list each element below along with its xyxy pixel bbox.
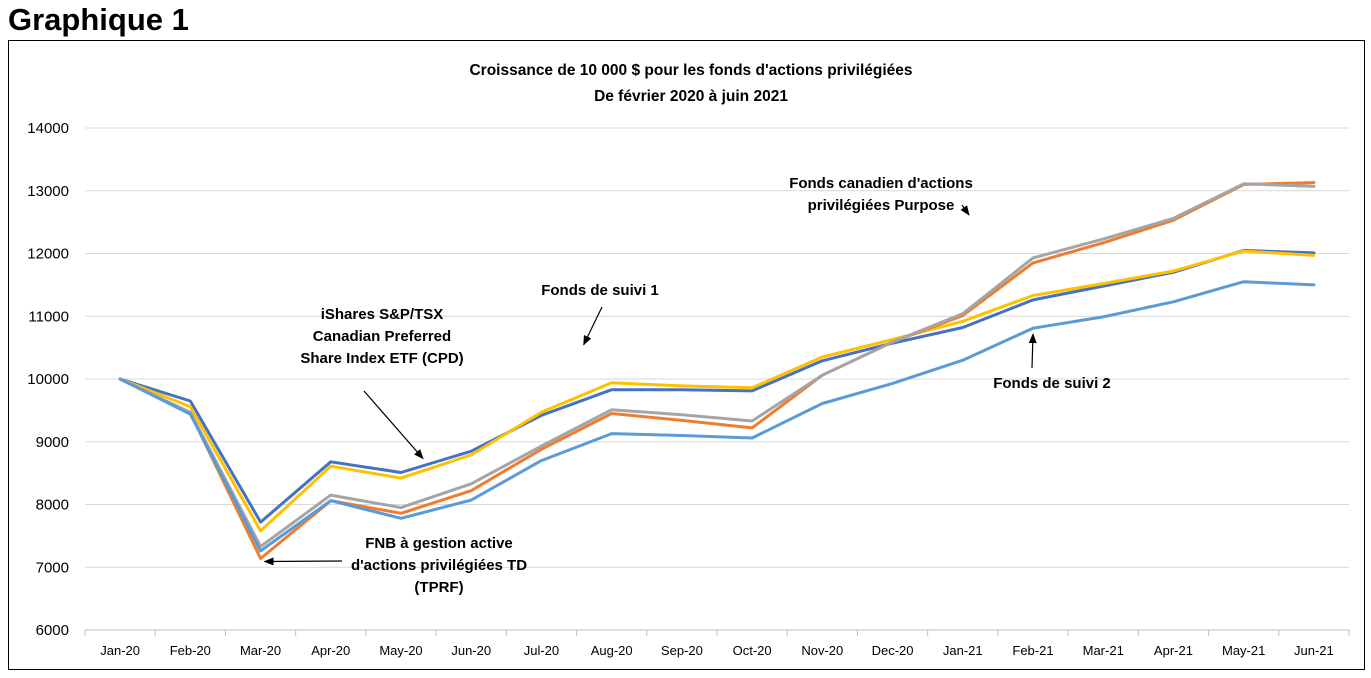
y-tick-label: 13000 bbox=[27, 183, 69, 200]
annotation-label: Canadian Preferred bbox=[313, 328, 451, 345]
x-tick-label: Feb-21 bbox=[1012, 643, 1053, 658]
y-tick-label: 9000 bbox=[36, 434, 69, 451]
annotation-label: d'actions privilégiées TD bbox=[351, 557, 527, 574]
x-tick-label: Sep-20 bbox=[661, 643, 703, 658]
annotation-label: privilégiées Purpose bbox=[808, 197, 955, 214]
series-lines bbox=[118, 181, 1316, 560]
chart-frame: 6000 7000 8000 9000 10000 11000 12000 13000 1400… bbox=[8, 40, 1365, 670]
annotation-arrow bbox=[1028, 333, 1037, 369]
y-tick-label: 14000 bbox=[27, 120, 69, 137]
x-tick-label: Jan-21 bbox=[943, 643, 983, 658]
y-tick-label: 12000 bbox=[27, 246, 69, 263]
chart-title: Croissance de 10 000 $ pour les fonds d'… bbox=[469, 62, 912, 79]
x-tick-label: Jul-20 bbox=[524, 643, 559, 658]
annotation-arrow bbox=[960, 204, 970, 216]
series-line bbox=[118, 249, 1316, 533]
x-tick-label: Jun-21 bbox=[1294, 643, 1334, 658]
line-chart: 6000 7000 8000 9000 10000 11000 12000 13000 1400… bbox=[27, 62, 1350, 658]
annotation-label: Fonds de suivi 1 bbox=[541, 282, 659, 299]
x-tick-label: May-20 bbox=[379, 643, 422, 658]
annotation-label: Fonds canadien d'actions bbox=[789, 175, 973, 192]
annotation-label: (TPRF) bbox=[414, 579, 463, 596]
annotation-arrow bbox=[583, 306, 603, 346]
x-tick-label: May-21 bbox=[1222, 643, 1265, 658]
annotation-label: Fonds de suivi 2 bbox=[993, 375, 1111, 392]
x-tick-label: Jan-20 bbox=[100, 643, 140, 658]
series-line bbox=[118, 182, 1316, 548]
series-line bbox=[118, 181, 1316, 560]
annotation-label: FNB à gestion active bbox=[365, 535, 513, 552]
annotation-arrow bbox=[363, 390, 424, 460]
y-tick-label: 10000 bbox=[27, 371, 69, 388]
y-tick-label: 11000 bbox=[28, 308, 69, 325]
x-tick-label: Feb-20 bbox=[170, 643, 211, 658]
axes: 6000 7000 8000 9000 10000 11000 12000 13000 1400… bbox=[27, 120, 1350, 658]
x-tick-label: Dec-20 bbox=[872, 643, 914, 658]
x-tick-label: Mar-21 bbox=[1083, 643, 1124, 658]
y-tick-label: 8000 bbox=[36, 497, 69, 514]
x-tick-label: Jun-20 bbox=[451, 643, 491, 658]
series-line bbox=[118, 280, 1316, 553]
y-tick-label: 7000 bbox=[36, 559, 69, 576]
annotations: iShares S&P/TSX Canadian Preferred Share I… bbox=[263, 175, 1111, 596]
annotation-label: iShares S&P/TSX bbox=[321, 306, 444, 323]
annotation-label: Share Index ETF (CPD) bbox=[300, 350, 463, 367]
series-line bbox=[118, 248, 1316, 524]
x-tick-label: Mar-20 bbox=[240, 643, 281, 658]
x-tick-label: Apr-21 bbox=[1154, 643, 1193, 658]
x-tick-label: Nov-20 bbox=[801, 643, 843, 658]
page-heading: Graphique 1 bbox=[8, 2, 189, 37]
chart-subtitle: De février 2020 à juin 2021 bbox=[594, 88, 788, 105]
x-tick-label: Apr-20 bbox=[311, 643, 350, 658]
y-tick-label: 6000 bbox=[36, 622, 69, 639]
x-tick-label: Aug-20 bbox=[591, 643, 633, 658]
x-tick-label: Oct-20 bbox=[733, 643, 772, 658]
gridlines bbox=[85, 127, 1349, 568]
